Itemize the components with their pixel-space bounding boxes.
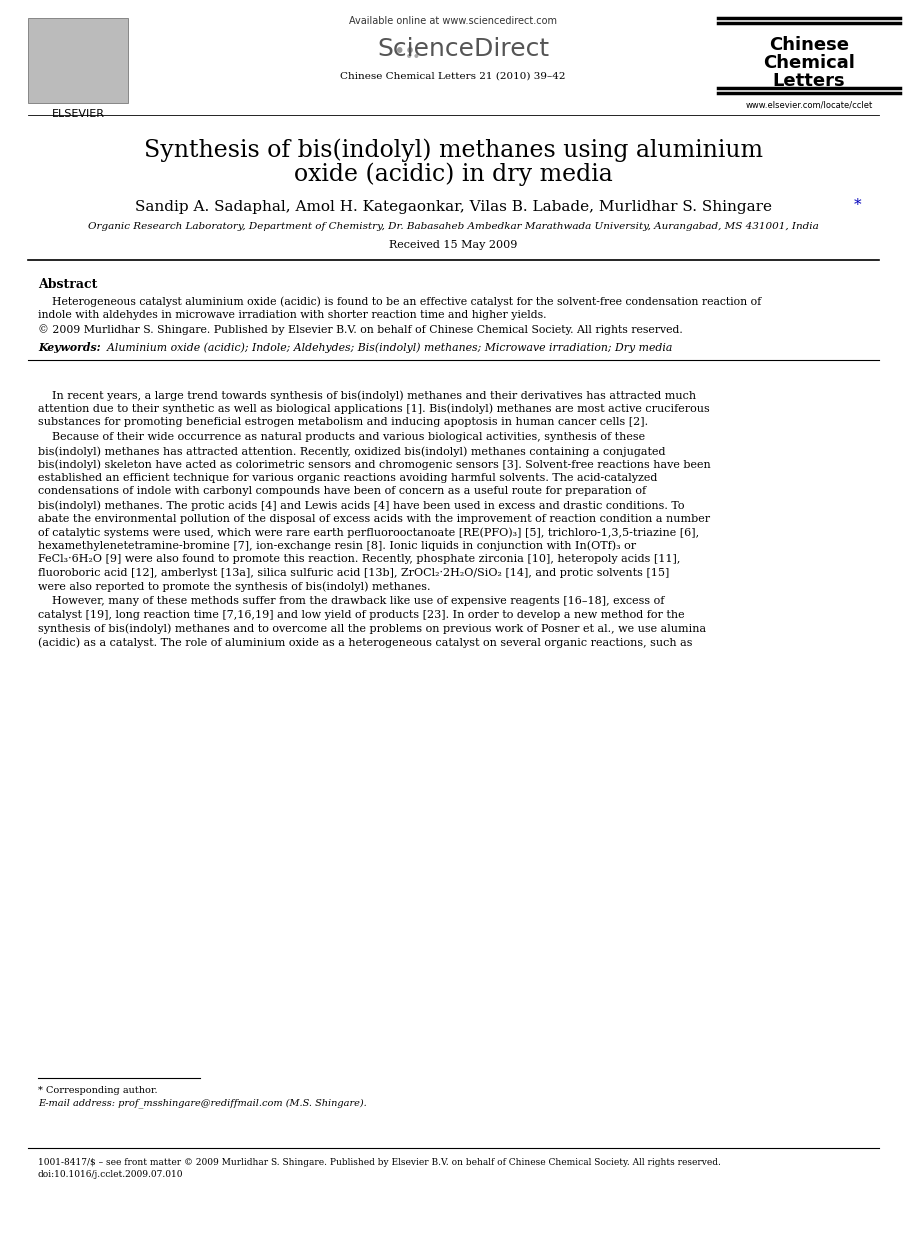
Text: doi:10.1016/j.cclet.2009.07.010: doi:10.1016/j.cclet.2009.07.010 (38, 1170, 183, 1179)
Text: www.elsevier.com/locate/cclet: www.elsevier.com/locate/cclet (746, 100, 873, 109)
Text: of catalytic systems were used, which were rare earth perfluorooctanoate [RE(PFO: of catalytic systems were used, which we… (38, 527, 699, 537)
Text: ScienceDirect: ScienceDirect (377, 37, 549, 61)
Text: hexamethylenetetramine-bromine [7], ion-exchange resin [8]. Ionic liquids in con: hexamethylenetetramine-bromine [7], ion-… (38, 541, 636, 551)
Text: established an efficient technique for various organic reactions avoiding harmfu: established an efficient technique for v… (38, 473, 658, 483)
Text: © 2009 Murlidhar S. Shingare. Published by Elsevier B.V. on behalf of Chinese Ch: © 2009 Murlidhar S. Shingare. Published … (38, 324, 683, 334)
Text: Abstract: Abstract (38, 279, 97, 291)
Text: indole with aldehydes in microwave irradiation with shorter reaction time and hi: indole with aldehydes in microwave irrad… (38, 310, 547, 319)
Text: ELSEVIER: ELSEVIER (52, 109, 104, 119)
Text: ••: •• (405, 50, 421, 64)
Text: bis(indolyl) methanes. The protic acids [4] and Lewis acids [4] have been used i: bis(indolyl) methanes. The protic acids … (38, 500, 685, 510)
Text: Heterogeneous catalyst aluminium oxide (acidic) is found to be an effective cata: Heterogeneous catalyst aluminium oxide (… (38, 296, 761, 307)
Text: Chemical: Chemical (763, 54, 855, 72)
Text: abate the environmental pollution of the disposal of excess acids with the impro: abate the environmental pollution of the… (38, 514, 710, 524)
Text: * Corresponding author.: * Corresponding author. (38, 1086, 158, 1094)
Text: Keywords:: Keywords: (38, 342, 101, 353)
Text: ••: •• (394, 42, 416, 61)
Text: Chinese Chemical Letters 21 (2010) 39–42: Chinese Chemical Letters 21 (2010) 39–42 (340, 72, 566, 80)
Text: synthesis of bis(indolyl) methanes and to overcome all the problems on previous : synthesis of bis(indolyl) methanes and t… (38, 624, 707, 634)
Text: Because of their wide occurrence as natural products and various biological acti: Because of their wide occurrence as natu… (38, 432, 645, 442)
Text: bis(indolyl) skeleton have acted as colorimetric sensors and chromogenic sensors: bis(indolyl) skeleton have acted as colo… (38, 459, 711, 470)
Text: Sandip A. Sadaphal, Amol H. Kategaonkar, Vilas B. Labade, Murlidhar S. Shingare: Sandip A. Sadaphal, Amol H. Kategaonkar,… (135, 201, 772, 214)
Text: (acidic) as a catalyst. The role of aluminium oxide as a heterogeneous catalyst : (acidic) as a catalyst. The role of alum… (38, 638, 693, 647)
Text: Aluminium oxide (acidic); Indole; Aldehydes; Bis(indolyl) methanes; Microwave ir: Aluminium oxide (acidic); Indole; Aldehy… (100, 342, 672, 353)
Text: E-mail address: prof_msshingare@rediffmail.com (M.S. Shingare).: E-mail address: prof_msshingare@rediffma… (38, 1098, 366, 1108)
Text: substances for promoting beneficial estrogen metabolism and inducing apoptosis i: substances for promoting beneficial estr… (38, 417, 649, 427)
Text: However, many of these methods suffer from the drawback like use of expensive re: However, many of these methods suffer fr… (38, 597, 664, 607)
Text: Organic Research Laboratory, Department of Chemistry, Dr. Babasaheb Ambedkar Mar: Organic Research Laboratory, Department … (88, 222, 819, 232)
Text: Received 15 May 2009: Received 15 May 2009 (389, 240, 518, 250)
Text: Chinese: Chinese (769, 36, 849, 54)
Text: FeCl₃·6H₂O [9] were also found to promote this reaction. Recently, phosphate zir: FeCl₃·6H₂O [9] were also found to promot… (38, 553, 680, 565)
Text: *: * (854, 198, 862, 212)
Text: 1001-8417/$ – see front matter © 2009 Murlidhar S. Shingare. Published by Elsevi: 1001-8417/$ – see front matter © 2009 Mu… (38, 1158, 721, 1167)
Text: In recent years, a large trend towards synthesis of bis(indolyl) methanes and th: In recent years, a large trend towards s… (38, 390, 697, 401)
Text: were also reported to promote the synthesis of bis(indolyl) methanes.: were also reported to promote the synthe… (38, 581, 431, 592)
Text: Available online at www.sciencedirect.com: Available online at www.sciencedirect.co… (349, 16, 557, 26)
Text: fluoroboric acid [12], amberlyst [13a], silica sulfuric acid [13b], ZrOCl₂·2H₂O/: fluoroboric acid [12], amberlyst [13a], … (38, 567, 669, 577)
Bar (28, 19, 128, 103)
Text: bis(indolyl) methanes has attracted attention. Recently, oxidized bis(indolyl) m: bis(indolyl) methanes has attracted atte… (38, 446, 666, 457)
Text: attention due to their synthetic as well as biological applications [1]. Bis(ind: attention due to their synthetic as well… (38, 404, 710, 413)
Text: catalyst [19], long reaction time [7,16,19] and low yield of products [23]. In o: catalyst [19], long reaction time [7,16,… (38, 610, 685, 620)
Text: Synthesis of bis(indolyl) methanes using aluminium: Synthesis of bis(indolyl) methanes using… (144, 137, 763, 161)
Text: condensations of indole with carbonyl compounds have been of concern as a useful: condensations of indole with carbonyl co… (38, 487, 646, 496)
Text: Letters: Letters (773, 72, 845, 90)
Text: oxide (acidic) in dry media: oxide (acidic) in dry media (294, 162, 613, 186)
